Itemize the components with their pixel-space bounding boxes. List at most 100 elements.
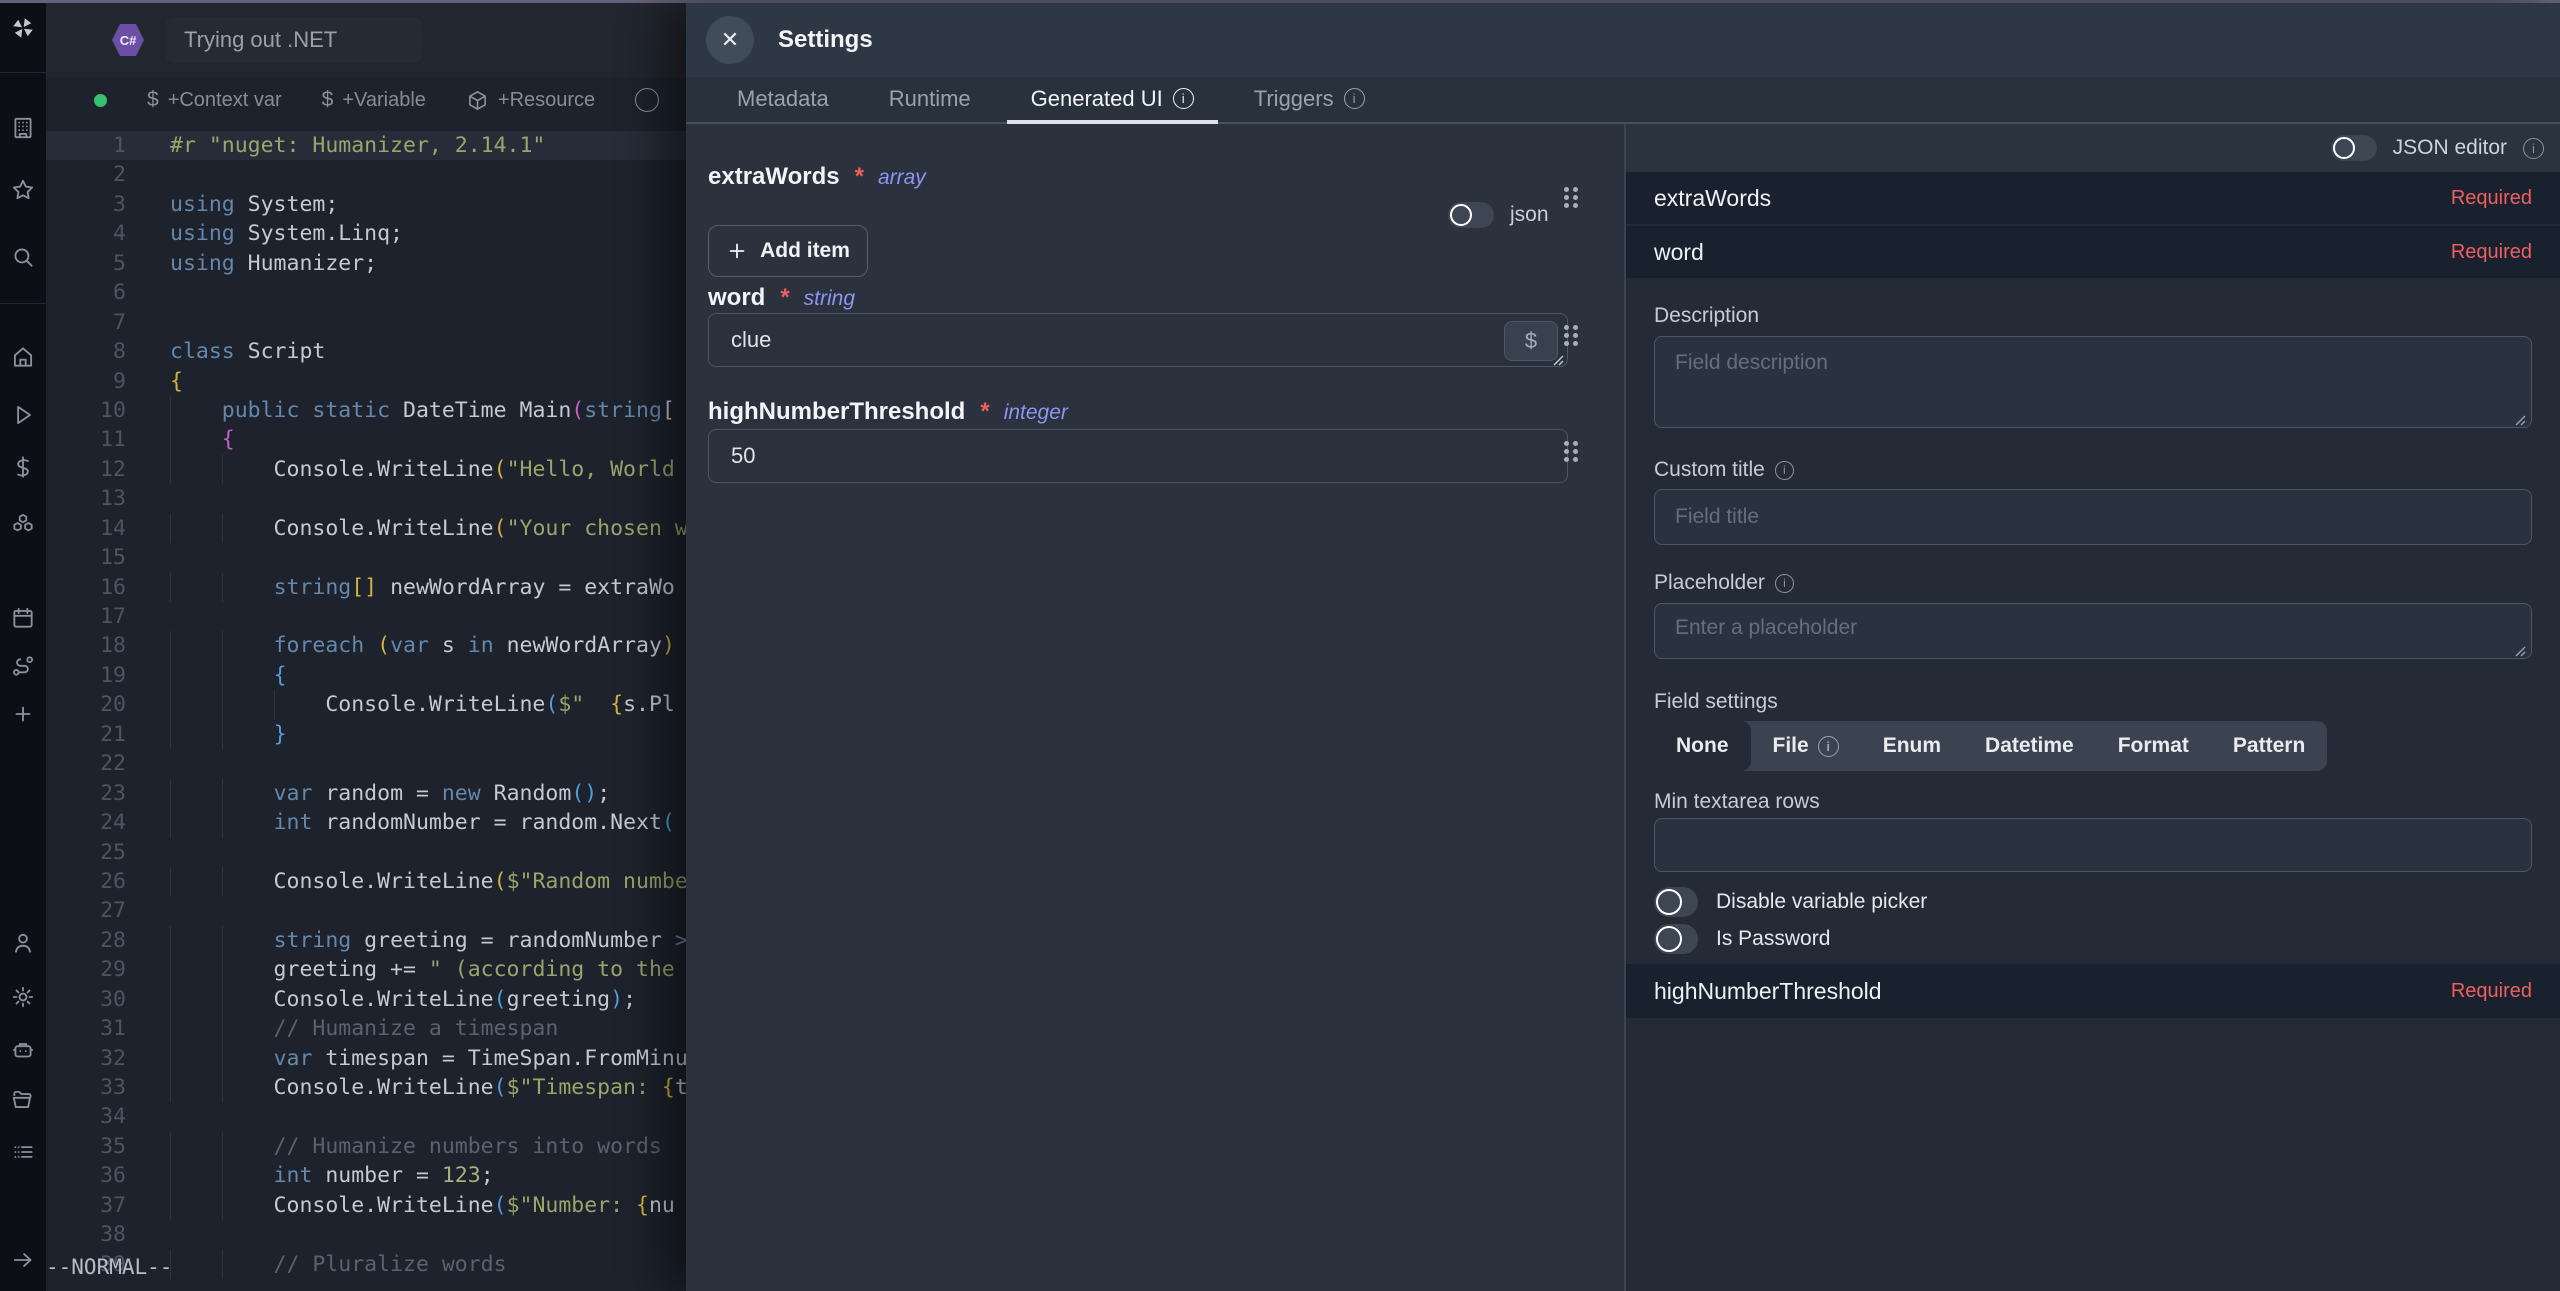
info-icon[interactable]: i xyxy=(1774,460,1794,480)
tab-metadata[interactable]: Metadata xyxy=(737,85,829,111)
description-textarea[interactable] xyxy=(1654,336,2532,428)
code-line[interactable]: 25 xyxy=(46,838,686,867)
code-line[interactable]: 6 xyxy=(46,278,686,307)
highnumberthreshold-value-input[interactable] xyxy=(708,429,1568,483)
script-title-field[interactable]: Trying out .NET xyxy=(166,17,422,63)
flows-route-icon[interactable] xyxy=(0,651,46,681)
placeholder-textarea[interactable] xyxy=(1654,603,2532,659)
code-line[interactable]: 2 xyxy=(46,160,686,189)
segment-none[interactable]: None xyxy=(1654,721,1751,771)
insert-variable-button[interactable]: $ xyxy=(1504,321,1558,361)
add-item-button[interactable]: Add item xyxy=(708,225,868,277)
runs-play-icon[interactable] xyxy=(0,400,46,430)
resize-handle-icon[interactable] xyxy=(1552,354,1564,366)
tab-runtime[interactable]: Runtime xyxy=(888,85,971,111)
inspector-row-extrawords[interactable]: extraWords Required xyxy=(1626,172,2560,224)
code-line[interactable]: 20 Console.WriteLine($" {s.Pl xyxy=(46,690,686,720)
code-line[interactable]: 31 // Humanize a timespan xyxy=(46,1014,686,1044)
custom-title-input[interactable] xyxy=(1654,489,2532,545)
code-line[interactable]: 3 using System; xyxy=(46,190,686,219)
folders-icon[interactable] xyxy=(0,1085,46,1115)
indent-guide xyxy=(170,690,171,720)
resources-boxes-icon[interactable] xyxy=(0,508,46,538)
code-line[interactable]: 4 using System.Linq; xyxy=(46,219,686,248)
inspector-row-highnumberthreshold[interactable]: highNumberThreshold Required xyxy=(1626,964,2560,1018)
code-line[interactable]: 28 string greeting = randomNumber > xyxy=(46,925,686,956)
tab-generated-ui[interactable]: Generated UI i xyxy=(1006,77,1218,124)
code-line[interactable]: 5 using Humanizer; xyxy=(46,249,686,278)
segment-pattern[interactable]: Pattern xyxy=(2232,734,2306,757)
code-area[interactable]: 1 #r "nuget: Humanizer, 2.14.1" 2 3 using Sy… xyxy=(46,124,686,1291)
code-line[interactable]: 38 xyxy=(46,1220,686,1249)
code-line[interactable]: 39 // Pluralize words xyxy=(46,1249,686,1280)
tab-triggers[interactable]: Triggers i xyxy=(1230,77,1389,124)
json-toggle[interactable] xyxy=(1448,202,1494,228)
add-resource-button[interactable]: +Resource xyxy=(466,89,595,112)
drag-grip-icon[interactable] xyxy=(1564,187,1578,211)
resize-handle-icon[interactable] xyxy=(2514,645,2526,657)
code-line[interactable]: 8 class Script xyxy=(46,337,686,366)
segment-datetime[interactable]: Datetime xyxy=(1985,734,2074,757)
code-line[interactable]: 21 } xyxy=(46,719,686,750)
code-line[interactable]: 12 Console.WriteLine("Hello, World xyxy=(46,454,686,485)
search-icon[interactable] xyxy=(0,242,46,272)
code-line[interactable]: 18 foreach (var s in newWordArray) xyxy=(46,631,686,661)
windmill-logo-icon[interactable] xyxy=(0,8,46,48)
code-line[interactable]: 35 // Humanize numbers into words xyxy=(46,1131,686,1162)
info-icon[interactable]: i xyxy=(1774,573,1794,593)
collapse-arrow-right-icon[interactable] xyxy=(0,1245,46,1275)
word-value-input[interactable] xyxy=(708,313,1568,367)
code-line[interactable]: 19 { xyxy=(46,660,686,691)
json-editor-toggle[interactable] xyxy=(2330,135,2377,161)
drag-grip-icon[interactable] xyxy=(1564,441,1578,465)
code-line[interactable]: 36 int number = 123; xyxy=(46,1161,686,1191)
line-number: 30 xyxy=(100,986,126,1012)
info-icon[interactable]: i xyxy=(2523,137,2544,159)
code-line[interactable]: 13 xyxy=(46,484,686,513)
resize-handle-icon[interactable] xyxy=(2514,414,2526,426)
code-line[interactable]: 7 xyxy=(46,308,686,337)
code-line[interactable]: 32 var timespan = TimeSpan.FromMinu xyxy=(46,1043,686,1073)
code-line[interactable]: 34 xyxy=(46,1102,686,1131)
code-line[interactable]: 37 Console.WriteLine($"Number: {nu xyxy=(46,1190,686,1221)
code-line[interactable]: 1 #r "nuget: Humanizer, 2.14.1" xyxy=(46,131,686,161)
workspace-building-icon[interactable] xyxy=(0,113,46,143)
account-user-icon[interactable] xyxy=(0,928,46,958)
code-line[interactable]: 29 greeting += " (according to the xyxy=(46,955,686,985)
code-line[interactable]: 14 Console.WriteLine("Your chosen w xyxy=(46,513,686,544)
code-line[interactable]: 30 Console.WriteLine(greeting); xyxy=(46,984,686,1015)
code-line[interactable]: 27 xyxy=(46,896,686,925)
code-line[interactable]: 24 int randomNumber = random.Next( xyxy=(46,808,686,838)
code-line[interactable]: 16 string[] newWordArray = extraWo xyxy=(46,572,686,602)
code-line[interactable]: 23 var random = new Random(); xyxy=(46,778,686,809)
code-line[interactable]: 10 public static DateTime Main(string[ xyxy=(46,395,686,426)
is-password-toggle[interactable] xyxy=(1654,924,1698,954)
code-line[interactable]: 22 xyxy=(46,749,686,778)
segment-file[interactable]: File i xyxy=(1751,721,1861,771)
min-textarea-rows-input[interactable] xyxy=(1654,818,2532,872)
home-icon[interactable] xyxy=(0,342,46,372)
inspector-row-word[interactable]: word Required xyxy=(1626,226,2560,278)
variables-dollar-icon[interactable] xyxy=(0,452,46,482)
code-line[interactable]: 11 { xyxy=(46,425,686,455)
settings-gear-icon[interactable] xyxy=(0,982,46,1012)
audit-logs-list-icon[interactable] xyxy=(0,1137,46,1167)
drag-grip-icon[interactable] xyxy=(1564,325,1578,349)
add-plus-icon[interactable] xyxy=(0,699,46,729)
add-variable-button[interactable]: $ +Variable xyxy=(321,88,426,111)
disable-variable-picker-toggle[interactable] xyxy=(1654,887,1698,917)
schedules-calendar-icon[interactable] xyxy=(0,603,46,633)
workers-robot-icon[interactable] xyxy=(0,1035,46,1065)
segment-enum[interactable]: Enum xyxy=(1882,734,1942,757)
line-number: 15 xyxy=(100,545,126,571)
segment-format[interactable]: Format xyxy=(2117,734,2189,757)
code-line[interactable]: 17 xyxy=(46,602,686,631)
partial-circle-icon[interactable] xyxy=(635,88,660,112)
add-context-var-button[interactable]: $ +Context var xyxy=(147,88,282,111)
code-line[interactable]: 26 Console.WriteLine($"Random numbe xyxy=(46,866,686,897)
code-line[interactable]: 9{ xyxy=(46,367,686,396)
code-line[interactable]: 33 Console.WriteLine($"Timespan: {t xyxy=(46,1073,686,1103)
close-icon[interactable]: ✕ xyxy=(706,16,754,64)
favorites-star-icon[interactable] xyxy=(0,175,46,205)
code-line[interactable]: 15 xyxy=(46,543,686,572)
